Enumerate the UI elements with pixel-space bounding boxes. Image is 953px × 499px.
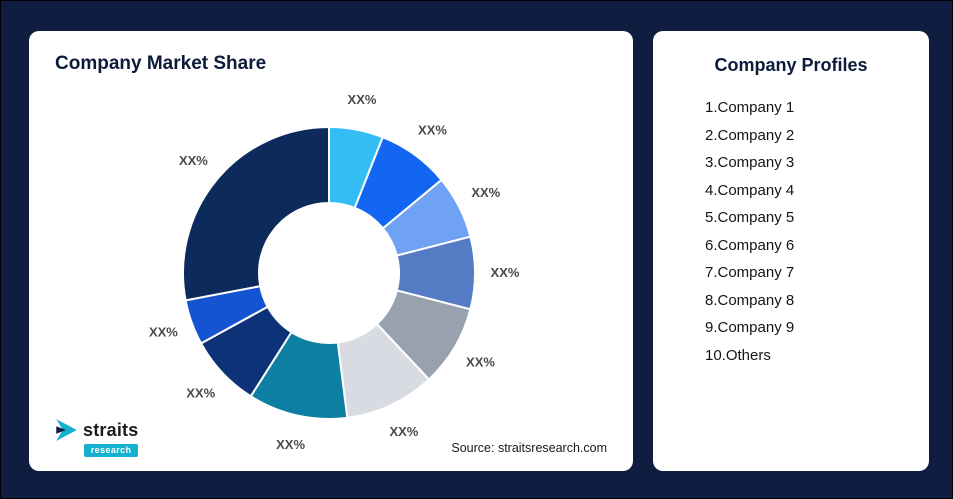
- slice-label-2: XX%: [418, 123, 447, 138]
- slice-label-4: XX%: [491, 265, 520, 280]
- slice-label-5: XX%: [466, 355, 495, 370]
- straits-logo: straits research: [53, 417, 139, 457]
- company-list-item: 5.Company 5: [705, 209, 795, 226]
- straits-logo-icon: [56, 419, 77, 441]
- company-list-item: 6.Company 6: [705, 236, 795, 254]
- slice-label-10: XX%: [179, 153, 208, 168]
- logo-subtext: research: [83, 444, 139, 457]
- company-list-item: 1.Company 1: [705, 99, 795, 116]
- company-profiles-card: Company Profiles 1.Company 1 2.Company 2 3…: [653, 31, 929, 471]
- donut-segment-10: [182, 125, 330, 302]
- company-list: 1.Company 1 2.Company 2 3.Company 3 4.Compa…: [653, 94, 929, 369]
- company-list-item: 2.Company 2: [705, 126, 795, 144]
- company-list-item: 9.Company 9: [705, 319, 795, 336]
- company-list-item: 10.Others: [705, 346, 771, 364]
- slice-label-6: XX%: [389, 424, 418, 439]
- slice-label-8: XX%: [186, 386, 215, 401]
- company-list-item: 3.Company 3: [705, 154, 795, 171]
- donut-chart: XX% XX% XX% XX% XX% XX% XX% XX% XX% XX%: [149, 92, 520, 452]
- company-list-item: 4.Company 4: [705, 181, 795, 199]
- slice-label-3: XX%: [471, 185, 500, 200]
- company-list-item: 7.Company 7: [705, 264, 795, 281]
- market-share-card: Company Market Share XX% XX% XX% XX% XX% XX% X…: [29, 31, 633, 471]
- company-list-item: 8.Company 8: [705, 291, 795, 309]
- chart-title: Company Market Share: [55, 53, 267, 74]
- slice-label-7: XX%: [276, 437, 305, 452]
- slice-label-1: XX%: [348, 92, 377, 107]
- source-text: Source: straitsresearch.com: [451, 441, 607, 455]
- logo-text: straits: [83, 420, 139, 440]
- profiles-title: Company Profiles: [714, 55, 868, 75]
- slice-label-9: XX%: [149, 325, 178, 340]
- straits-logo-row: straits: [53, 417, 138, 443]
